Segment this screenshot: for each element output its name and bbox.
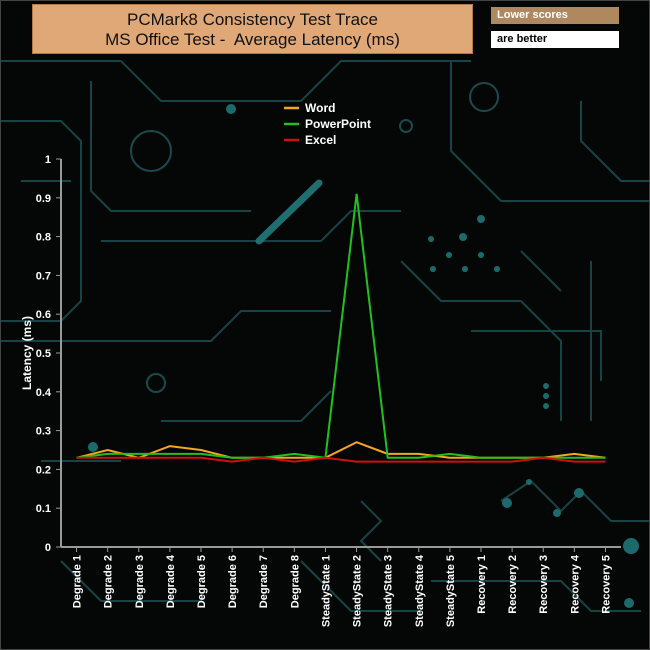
y-tick-label: 0.9 — [36, 193, 51, 205]
y-tick-label: 0.1 — [36, 503, 51, 515]
note-lower-scores: Lower scores — [491, 7, 619, 24]
series-line-word — [76, 441, 606, 459]
x-tick-label: SteadyState 1 — [320, 555, 332, 627]
y-tick-label: 0.4 — [36, 387, 52, 399]
y-tick-label: 0.5 — [36, 348, 51, 360]
x-tick-label: SteadyState 3 — [383, 555, 395, 627]
x-tick-label: Recovery 5 — [600, 555, 612, 614]
x-tick-label: SteadyState 2 — [352, 555, 364, 627]
x-tick-label: Degrade 2 — [103, 555, 115, 608]
x-tick-label: Degrade 4 — [165, 554, 177, 608]
y-tick-label: 0 — [45, 542, 51, 554]
legend: Word PowerPoint Excel — [284, 101, 371, 147]
x-tick-label: Degrade 8 — [289, 555, 301, 608]
x-tick-label: Recovery 3 — [538, 555, 550, 614]
legend-label-powerpoint: PowerPoint — [305, 117, 371, 131]
y-tick-label: 0.3 — [36, 426, 51, 438]
x-tick-label: Degrade 7 — [258, 555, 270, 608]
series-line-powerpoint — [76, 193, 606, 459]
x-tick-label: Recovery 2 — [507, 555, 519, 614]
series-line-excel — [76, 456, 606, 463]
y-tick-labels: 0 0.1 0.2 0.3 0.4 0.5 0.6 0.7 0.8 0.9 1 — [36, 154, 61, 554]
y-axis-title: Latency (ms) — [20, 316, 34, 390]
x-tick-label: Degrade 3 — [134, 555, 146, 608]
legend-label-word: Word — [305, 101, 335, 115]
x-tick-label: Degrade 1 — [72, 555, 84, 608]
chart-axes — [60, 159, 621, 548]
title-box: PCMark8 Consistency Test Trace MS Office… — [32, 4, 473, 54]
x-tick-label: Recovery 4 — [569, 554, 581, 614]
x-tick-label: Degrade 6 — [227, 555, 239, 608]
chart-title-line1: PCMark8 Consistency Test Trace — [127, 10, 378, 29]
note-are-better: are better — [491, 31, 619, 48]
y-tick-label: 0.7 — [36, 270, 51, 282]
y-tick-label: 1 — [45, 154, 51, 166]
x-tick-labels: Degrade 1 Degrade 2 Degrade 3 Degrade 4 Degr… — [72, 547, 612, 627]
chart-title-line2: MS Office Test - Average Latency (ms) — [105, 30, 400, 49]
series-lines — [76, 193, 606, 463]
y-tick-label: 0.6 — [36, 309, 51, 321]
x-tick-label: SteadyState 4 — [414, 554, 426, 627]
x-tick-label: Recovery 1 — [476, 555, 488, 614]
y-tick-label: 0.8 — [36, 232, 51, 244]
legend-label-excel: Excel — [305, 133, 336, 147]
x-tick-label: Degrade 5 — [196, 555, 208, 608]
x-tick-label: SteadyState 5 — [445, 555, 457, 627]
y-tick-label: 0.2 — [36, 464, 51, 476]
